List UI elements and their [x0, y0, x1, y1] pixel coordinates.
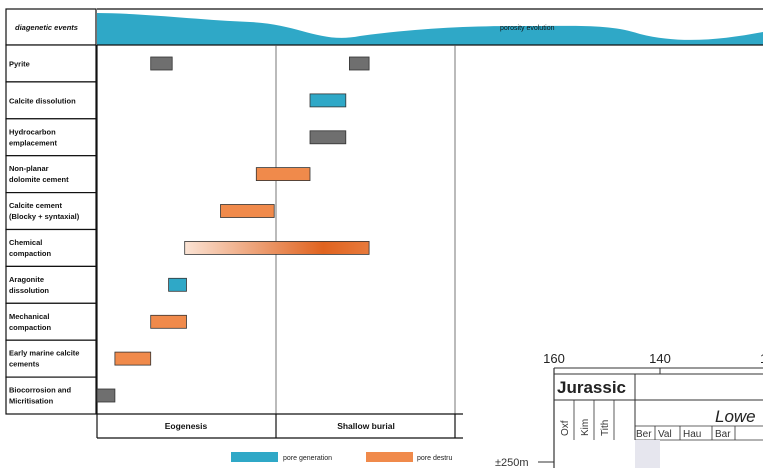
event-label: (Blocky + syntaxial) [9, 212, 80, 221]
event-bars [96, 56, 370, 403]
event-bar-neutral [150, 56, 173, 71]
event-bar-neutral [96, 388, 116, 403]
inset-depth-label: ±250m [495, 457, 529, 468]
event-label: compaction [9, 249, 52, 258]
porosity-label: porosity evolution [500, 25, 555, 32]
legend-generation-label: pore generation [283, 455, 332, 462]
porosity-evolution-curve [97, 13, 763, 45]
inset-tick-12: 12 [760, 351, 763, 366]
inset-period-jurassic: Jurassic [557, 378, 626, 397]
event-label: Chemical [9, 238, 42, 247]
inset-stage-bar: Bar [715, 429, 731, 440]
event-label: dissolution [9, 286, 49, 295]
event-bar-destruction-gradient [184, 240, 370, 255]
event-label-cell [5, 192, 97, 231]
event-label: Early marine calcite [9, 349, 79, 358]
inset-stage-val: Val [658, 429, 672, 440]
legend-generation-swatch [231, 452, 278, 462]
inset-stage-kim: Kim [580, 419, 591, 436]
event-label: Mechanical [9, 312, 49, 321]
header-label: diagenetic events [15, 23, 78, 32]
event-bar-destruction [255, 167, 311, 182]
event-label-cell [5, 265, 97, 304]
legend-destruction-swatch [366, 452, 413, 462]
event-label: cements [9, 360, 39, 369]
event-bar-generation [168, 277, 187, 292]
event-label: Aragonite [9, 275, 44, 284]
stratigraphy-inset: 160 140 12 Jurassic Lowe Oxf Kim Tith Be… [463, 340, 763, 468]
event-label: Calcite dissolution [9, 96, 76, 105]
event-label-cell [5, 81, 97, 120]
event-label-cell [5, 302, 97, 341]
event-label: dolomite cement [9, 175, 69, 184]
stage-eogenesis: Eogenesis [165, 421, 208, 431]
event-label-cell [5, 376, 97, 415]
inset-tick-140: 140 [649, 351, 671, 366]
inset-stage-oxf: Oxf [560, 420, 571, 436]
event-label-cell [5, 155, 97, 194]
legend-destruction-label: pore destru [417, 455, 453, 462]
event-label: Calcite cement [9, 201, 62, 210]
event-label: Non-planar [9, 164, 49, 173]
stage-shallow-burial: Shallow burial [337, 421, 395, 431]
event-bar-generation [309, 93, 347, 108]
event-label-column: Pyrite Calcite dissolution Hydrocarbon empl… [5, 44, 97, 415]
event-label: Biocorrosion and [9, 386, 72, 395]
event-label-cell [5, 228, 97, 268]
header-label-cell [5, 8, 97, 46]
event-label: Hydrocarbon [9, 127, 56, 136]
event-label-cell [5, 118, 97, 157]
event-bar-neutral [309, 130, 347, 145]
event-bar-destruction [220, 204, 275, 218]
event-bar-destruction [114, 351, 152, 366]
event-label: compaction [9, 323, 52, 332]
inset-stage-tith: Tith [600, 420, 611, 436]
inset-stage-hau: Hau [683, 429, 701, 440]
event-label-cell [5, 339, 97, 378]
event-label: Pyrite [9, 59, 30, 68]
event-bar-destruction [150, 314, 187, 329]
event-label: emplacement [9, 138, 57, 147]
inset-stage-ber: Ber [636, 429, 652, 440]
event-label: Micritisation [9, 397, 54, 406]
event-bar-neutral [348, 56, 370, 71]
event-label-cell [5, 44, 97, 83]
inset-lower-label: Lowe [715, 407, 756, 426]
inset-tick-160: 160 [543, 351, 565, 366]
